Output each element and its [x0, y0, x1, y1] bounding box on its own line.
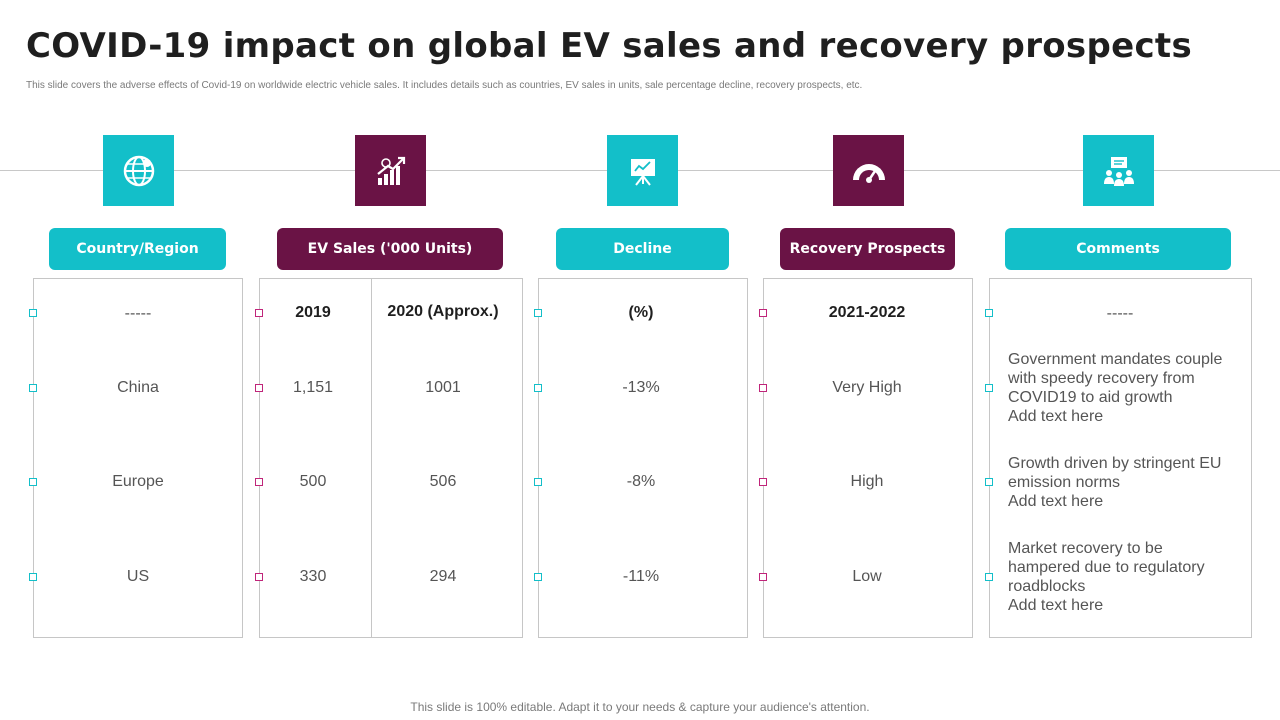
country-panel: [33, 278, 243, 638]
recovery-cell: High: [850, 473, 884, 490]
decline-panel: [538, 278, 748, 638]
row-marker: [985, 309, 993, 317]
comment-cell: Market recovery to be hampered due to re…: [1008, 539, 1233, 615]
sales-2020-cell: 506: [429, 473, 457, 490]
header-country-region: Country/Region: [49, 228, 226, 270]
ev-sales-divider: [371, 278, 372, 638]
slide-subtitle: This slide covers the adverse effects of…: [26, 80, 863, 91]
ev-sales-panel: [259, 278, 523, 638]
presentation-board-icon: [630, 158, 655, 186]
globe-icon: [123, 155, 154, 186]
row-marker: [255, 573, 263, 581]
comment-line: hampered due to regulatory: [1008, 559, 1205, 576]
year-2020-header: 2020 (Approx.): [387, 303, 499, 320]
sales-2019-cell: 1,151: [292, 379, 334, 396]
comment-line: Growth driven by stringent EU: [1008, 455, 1222, 472]
decline-percent-header: (%): [628, 304, 654, 321]
row-marker: [985, 478, 993, 486]
row-marker: [759, 573, 767, 581]
row-marker: [255, 384, 263, 392]
recovery-cell: Low: [852, 568, 882, 585]
slide-footer: This slide is 100% editable. Adapt it to…: [410, 700, 870, 714]
decline-cell: -8%: [626, 473, 656, 490]
globe-icon-box: [103, 135, 174, 206]
slide-title: COVID-19 impact on global EV sales and r…: [26, 26, 1192, 66]
comment-line: COVID19 to aid growth: [1008, 389, 1173, 406]
row-marker: [759, 478, 767, 486]
row-marker: [534, 309, 542, 317]
row-marker: [534, 384, 542, 392]
row-marker: [255, 309, 263, 317]
comments-panel: [989, 278, 1252, 638]
decline-cell: -13%: [622, 379, 660, 396]
country-cell: US: [126, 568, 150, 585]
comment-cell: Government mandates couple with speedy r…: [1008, 350, 1233, 426]
header-decline: Decline: [556, 228, 729, 270]
row-marker: [985, 573, 993, 581]
recovery-period-header: 2021-2022: [828, 304, 906, 321]
header-recovery-prospects: Recovery Prospects: [780, 228, 955, 270]
decline-cell: -11%: [622, 568, 660, 585]
comment-line: Government mandates couple: [1008, 351, 1223, 368]
header-ev-sales: EV Sales ('000 Units): [277, 228, 503, 270]
comment-line: Add text here: [1008, 493, 1104, 510]
row-marker: [759, 309, 767, 317]
country-cell: China: [117, 379, 159, 396]
country-cell: Europe: [112, 473, 164, 490]
row-marker: [29, 309, 37, 317]
presentation-board-icon-box: [607, 135, 678, 206]
team-discussion-icon: [1103, 156, 1134, 186]
recovery-cell: Very High: [832, 379, 902, 396]
row-marker: [534, 573, 542, 581]
row-marker: [255, 478, 263, 486]
comment-line: Add text here: [1008, 597, 1104, 614]
comment-cell: Growth driven by stringent EU emission n…: [1008, 454, 1233, 511]
row-marker: [759, 384, 767, 392]
recovery-panel: [763, 278, 973, 638]
growth-chart-icon-box: [355, 135, 426, 206]
row-marker: [29, 384, 37, 392]
team-discussion-icon-box: [1083, 135, 1154, 206]
row-marker: [534, 478, 542, 486]
growth-chart-icon: [376, 156, 405, 185]
year-2019-header: 2019: [295, 304, 331, 321]
comment-line: Market recovery to be: [1008, 540, 1163, 557]
speedometer-icon-box: [833, 135, 904, 206]
sales-2019-cell: 500: [299, 473, 327, 490]
sales-2019-cell: 330: [299, 568, 327, 585]
sales-2020-cell: 1001: [425, 379, 461, 396]
comment-line: Add text here: [1008, 408, 1104, 425]
row-marker: [985, 384, 993, 392]
comment-line: emission norms: [1008, 474, 1121, 491]
row-marker: [29, 573, 37, 581]
country-subheader: -----: [124, 305, 152, 322]
comment-line: roadblocks: [1008, 578, 1086, 595]
header-comments: Comments: [1005, 228, 1231, 270]
speedometer-icon: [852, 163, 885, 183]
comments-subheader: -----: [1106, 305, 1134, 322]
comment-line: with speedy recovery from: [1008, 370, 1195, 387]
sales-2020-cell: 294: [429, 568, 457, 585]
row-marker: [29, 478, 37, 486]
